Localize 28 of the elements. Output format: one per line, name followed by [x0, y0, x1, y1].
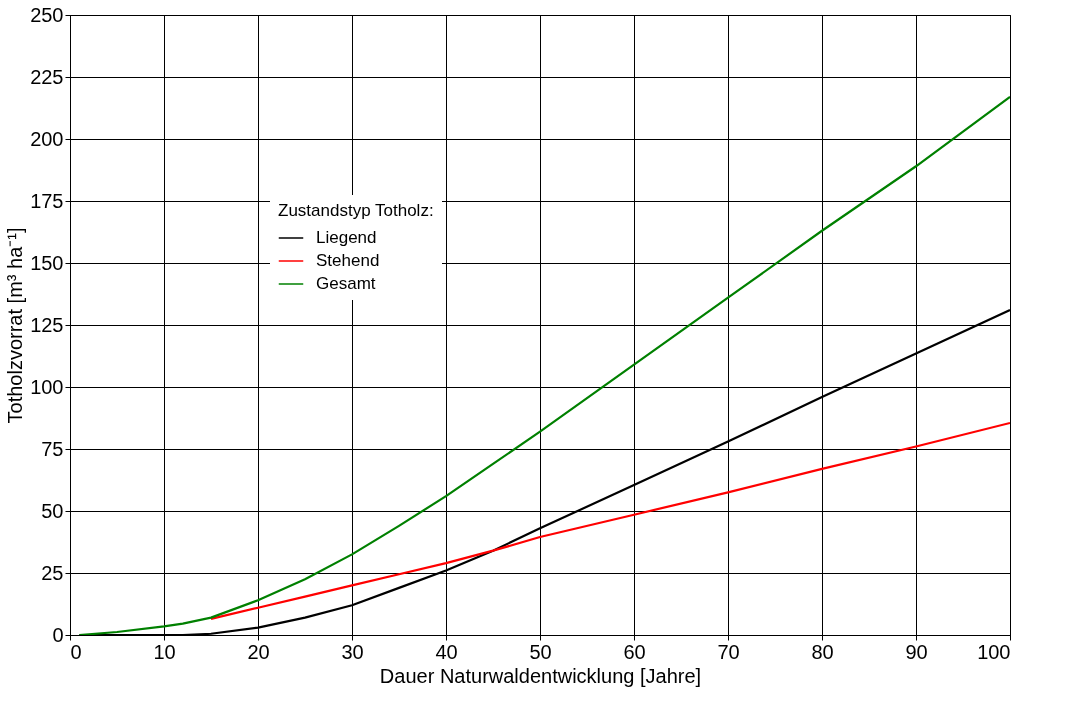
x-tick-label: 90 [905, 640, 928, 663]
y-tick-label: 50 [41, 499, 64, 522]
y-tick-label: 225 [30, 65, 64, 88]
y-tick-label: 250 [30, 3, 64, 26]
legend-label: Liegend [316, 228, 377, 247]
y-tick-label: 200 [30, 127, 64, 150]
x-tick-label: 100 [977, 640, 1011, 663]
y-tick-label: 175 [30, 189, 64, 212]
x-tick-label: 50 [529, 640, 552, 663]
x-tick-label: 30 [341, 640, 364, 663]
x-tick-label: 80 [811, 640, 834, 663]
legend-label: Gesamt [316, 274, 376, 293]
y-axis-title: Totholzvorrat [m³ ha⁻¹] [4, 227, 27, 424]
x-tick-label: 40 [435, 640, 458, 663]
legend-label: Stehend [316, 251, 380, 270]
x-axis-title: Dauer Naturwaldentwicklung [Jahre] [379, 664, 702, 687]
x-tick-label: 70 [717, 640, 740, 663]
legend-title: Zustandstyp Totholz: [278, 201, 434, 220]
x-tick-label: 0 [70, 640, 82, 663]
x-tick-label: 20 [247, 640, 270, 663]
x-tick-label: 10 [153, 640, 176, 663]
y-tick-label: 100 [30, 375, 64, 398]
y-tick-label: 25 [41, 561, 64, 584]
x-tick-label: 60 [623, 640, 646, 663]
y-tick-label: 75 [41, 437, 64, 460]
y-tick-label: 125 [30, 313, 64, 336]
y-tick-label: 150 [30, 251, 64, 274]
y-tick-label: 0 [52, 623, 64, 646]
